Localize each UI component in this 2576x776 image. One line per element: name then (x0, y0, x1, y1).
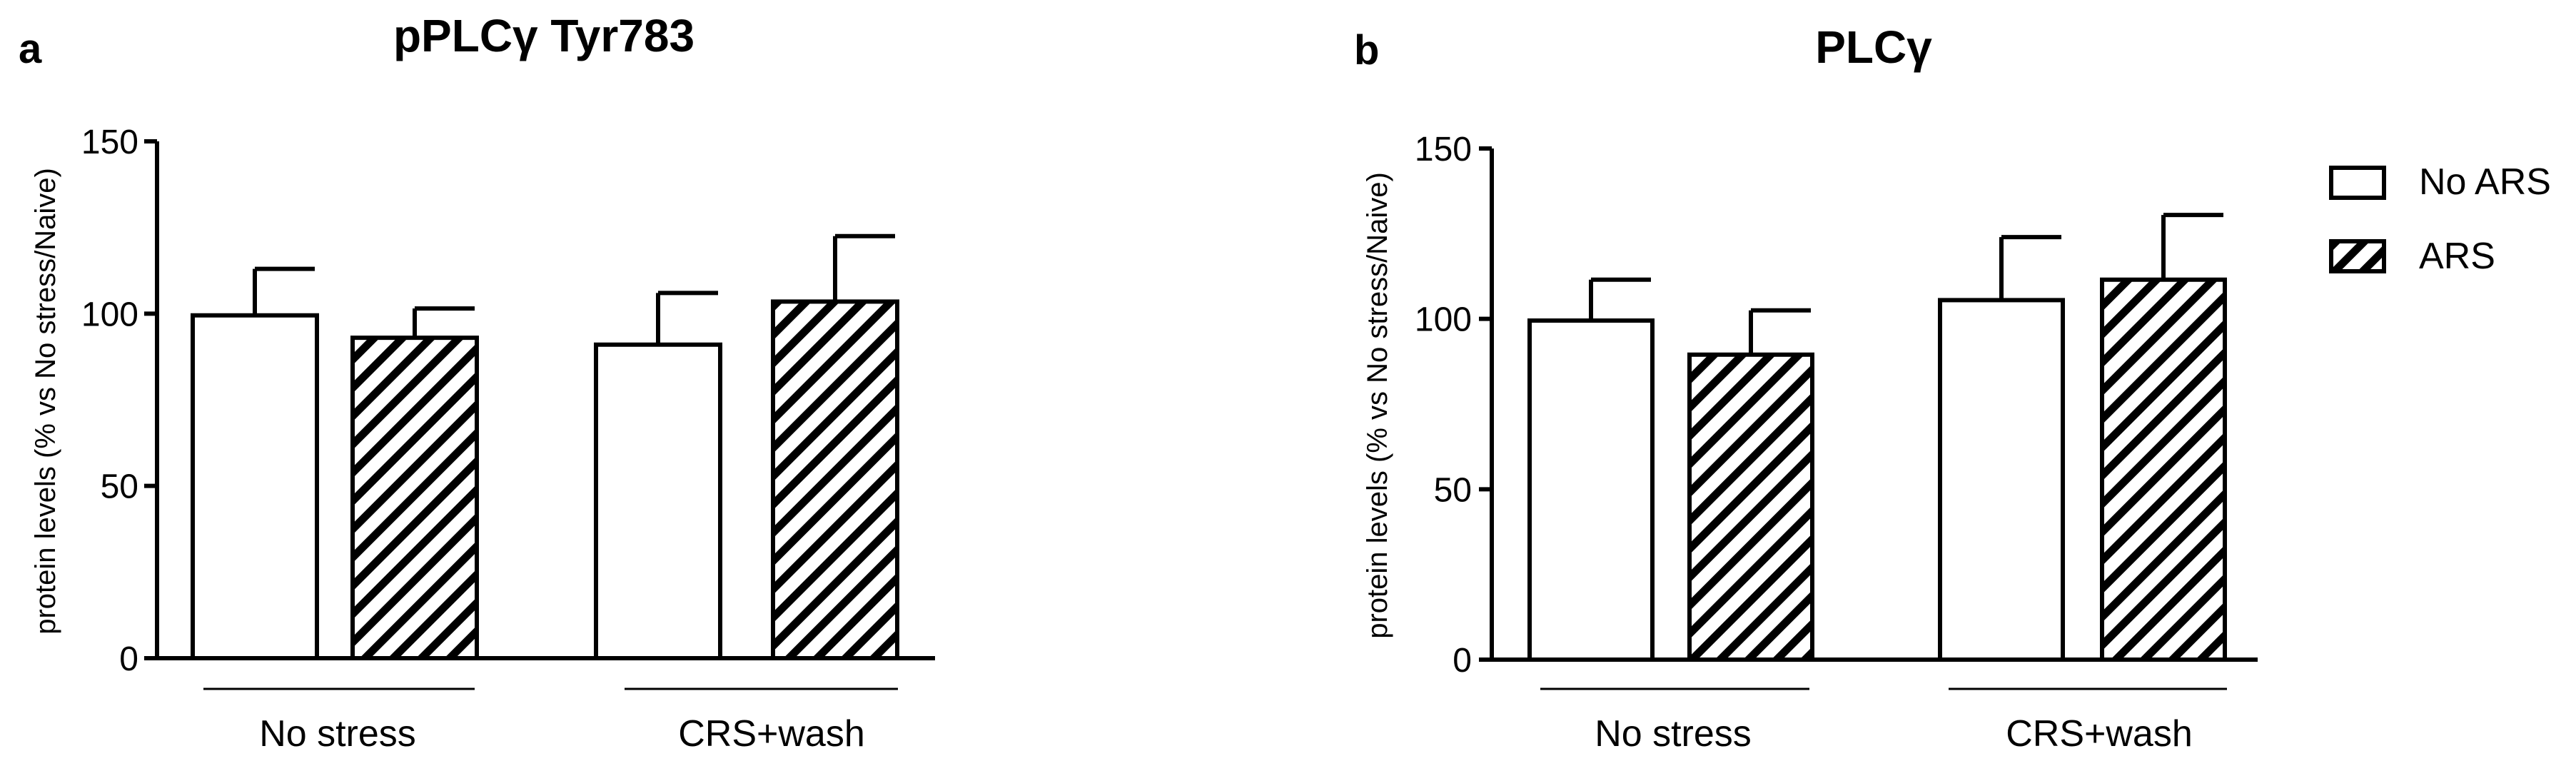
bars-b (1527, 277, 2227, 662)
y-tick-label: 150 (81, 124, 138, 161)
y-tick-label: 0 (1453, 642, 1472, 680)
chart-panel-a: a pPLCγ Tyr783 protein levels (% vs No s… (19, 10, 935, 755)
y-ticks-a: 0 50 100 150 (81, 124, 157, 678)
x-group-label: CRS+wash (2006, 713, 2193, 755)
y-axis-label-b: protein levels (% vs No stress/Naive) (1362, 172, 1393, 639)
bar (1938, 298, 2065, 662)
y-tick-label: 50 (101, 468, 138, 506)
chart-title-a: pPLCγ Tyr783 (393, 10, 694, 61)
legend-label-ars: ARS (2419, 236, 2495, 277)
y-tick-label: 150 (1415, 131, 1472, 168)
chart-title-b: PLCγ (1815, 21, 1932, 73)
y-tick-label: 0 (119, 640, 138, 678)
x-groups-b: No stress CRS+wash (1540, 687, 2227, 755)
x-group-label: No stress (259, 713, 416, 755)
bar (1527, 318, 1655, 662)
y-tick-label: 50 (1434, 471, 1472, 509)
legend-item-no-ars: No ARS (2329, 161, 2551, 203)
legend-swatch-open (2329, 166, 2386, 200)
legend: No ARS ARS (2329, 161, 2551, 277)
bars-a (191, 299, 899, 660)
bar (594, 342, 722, 660)
x-groups-a: No stress CRS+wash (203, 687, 898, 755)
x-group-label: No stress (1595, 713, 1752, 755)
legend-item-ars: ARS (2329, 236, 2495, 277)
bar (1687, 352, 1814, 662)
bar (350, 336, 479, 660)
legend-swatch-hatched (2329, 239, 2386, 273)
panel-label-a: a (19, 26, 42, 72)
y-tick-label: 100 (81, 296, 138, 333)
panel-label-b: b (1354, 27, 1379, 74)
bar (191, 313, 319, 660)
bar (771, 299, 899, 660)
error-bars-b (1589, 213, 2223, 355)
y-tick-label: 100 (1415, 301, 1472, 339)
chart-panel-b: b PLCγ protein levels (% vs No stress/Na… (1354, 21, 2258, 755)
bar (2100, 277, 2227, 662)
y-ticks-b: 0 50 100 150 (1415, 131, 1492, 680)
y-axis-label-a: protein levels (% vs No stress/Naive) (30, 168, 61, 635)
error-bars-a (253, 233, 895, 345)
x-group-label: CRS+wash (678, 713, 865, 755)
legend-label-no-ars: No ARS (2419, 161, 2551, 203)
